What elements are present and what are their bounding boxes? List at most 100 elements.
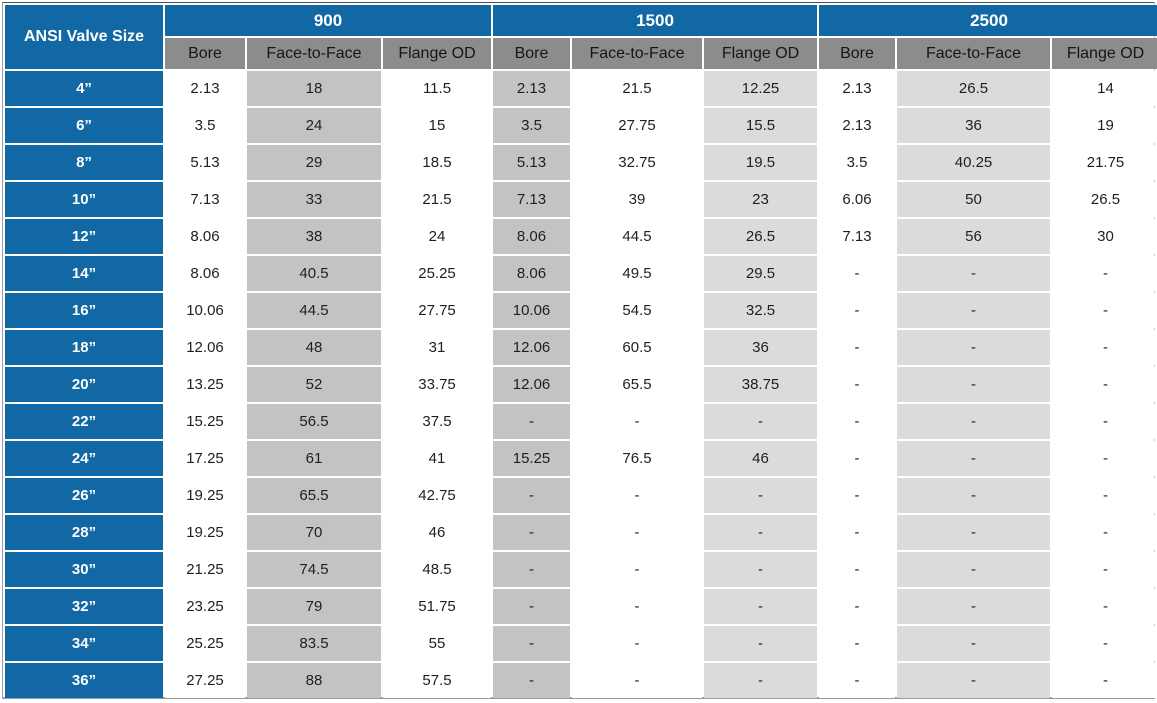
cell-value: - bbox=[572, 589, 703, 624]
table-row: 16” 10.06 44.5 27.75 10.06 54.5 32.5- - - bbox=[5, 293, 1157, 328]
cell-value: 36 bbox=[897, 108, 1051, 143]
cell-value: - bbox=[572, 404, 703, 439]
group-header-row: ANSI Valve Size 900 1500 2500 bbox=[5, 5, 1157, 69]
cell-value: - bbox=[897, 663, 1051, 698]
cell-value: 56.5 bbox=[247, 404, 381, 439]
cell-value: 33 bbox=[247, 182, 381, 217]
cell-value: 15.5 bbox=[704, 108, 818, 143]
row-header-valve-size: 24” bbox=[5, 441, 163, 476]
cell-value: - bbox=[897, 589, 1051, 624]
cell-value: - bbox=[819, 367, 896, 402]
table-row: 34” 25.25 83.5 55- - - - - - bbox=[5, 626, 1157, 661]
row-header-valve-size: 10” bbox=[5, 182, 163, 217]
cell-value: - bbox=[819, 256, 896, 291]
cell-value: 38.75 bbox=[704, 367, 818, 402]
row-header-valve-size: 8” bbox=[5, 145, 163, 180]
cell-value: - bbox=[897, 256, 1051, 291]
cell-value: - bbox=[572, 552, 703, 587]
cell-value: 65.5 bbox=[572, 367, 703, 402]
cell-value: 8.06 bbox=[493, 256, 571, 291]
cell-value: 36 bbox=[704, 330, 818, 365]
cell-value: 29.5 bbox=[704, 256, 818, 291]
cell-value: - bbox=[572, 663, 703, 698]
table-row: 18” 12.06 48 31 12.06 60.5 36- - - bbox=[5, 330, 1157, 365]
cell-value: 57.5 bbox=[383, 663, 492, 698]
cell-value: 12.06 bbox=[493, 330, 571, 365]
cell-value: 55 bbox=[383, 626, 492, 661]
cell-value: 56 bbox=[897, 219, 1051, 254]
row-header-valve-size: 32” bbox=[5, 589, 163, 624]
cell-value: 21.75 bbox=[1052, 145, 1157, 180]
cell-value: 46 bbox=[383, 515, 492, 550]
cell-value: 5.13 bbox=[493, 145, 571, 180]
cell-value: - bbox=[819, 441, 896, 476]
corner-header: ANSI Valve Size bbox=[5, 5, 163, 69]
table-row: 14” 8.06 40.5 25.25 8.06 49.5 29.5- - - bbox=[5, 256, 1157, 291]
cell-value: 23.25 bbox=[165, 589, 245, 624]
cell-value: - bbox=[1052, 441, 1157, 476]
cell-value: 49.5 bbox=[572, 256, 703, 291]
cell-value: 27.25 bbox=[165, 663, 245, 698]
cell-value: 51.75 bbox=[383, 589, 492, 624]
cell-value: 40.25 bbox=[897, 145, 1051, 180]
cell-value: 33.75 bbox=[383, 367, 492, 402]
cell-value: - bbox=[493, 515, 571, 550]
cell-value: 30 bbox=[1052, 219, 1157, 254]
cell-value: 7.13 bbox=[493, 182, 571, 217]
cell-value: 27.75 bbox=[383, 293, 492, 328]
cell-value: 18.5 bbox=[383, 145, 492, 180]
cell-value: 7.13 bbox=[165, 182, 245, 217]
row-header-valve-size: 6” bbox=[5, 108, 163, 143]
cell-value: 31 bbox=[383, 330, 492, 365]
table-row: 8” 5.13 29 18.5 5.13 32.75 19.5 3.5 40.25 21.75 bbox=[5, 145, 1157, 180]
cell-value: - bbox=[493, 589, 571, 624]
cell-value: 7.13 bbox=[819, 219, 896, 254]
group-header-900: 900 bbox=[165, 5, 492, 36]
cell-value: - bbox=[819, 404, 896, 439]
cell-value: 41 bbox=[383, 441, 492, 476]
cell-value: - bbox=[819, 663, 896, 698]
cell-value: 12.06 bbox=[493, 367, 571, 402]
cell-value: 2.13 bbox=[493, 71, 571, 106]
cell-value: 10.06 bbox=[165, 293, 245, 328]
cell-value: 24 bbox=[383, 219, 492, 254]
column-header-face-to-face: Face-to-Face bbox=[897, 38, 1051, 69]
cell-value: 19.5 bbox=[704, 145, 818, 180]
cell-value: 10.06 bbox=[493, 293, 571, 328]
row-header-valve-size: 20” bbox=[5, 367, 163, 402]
cell-value: 61 bbox=[247, 441, 381, 476]
cell-value: 2.13 bbox=[819, 108, 896, 143]
cell-value: 76.5 bbox=[572, 441, 703, 476]
cell-value: - bbox=[493, 552, 571, 587]
cell-value: - bbox=[704, 478, 818, 513]
cell-value: - bbox=[704, 663, 818, 698]
cell-value: - bbox=[897, 441, 1051, 476]
row-header-valve-size: 28” bbox=[5, 515, 163, 550]
row-header-valve-size: 34” bbox=[5, 626, 163, 661]
cell-value: 32.5 bbox=[704, 293, 818, 328]
cell-value: 3.5 bbox=[165, 108, 245, 143]
cell-value: - bbox=[819, 293, 896, 328]
cell-value: - bbox=[1052, 589, 1157, 624]
row-header-valve-size: 22” bbox=[5, 404, 163, 439]
cell-value: 60.5 bbox=[572, 330, 703, 365]
cell-value: 48.5 bbox=[383, 552, 492, 587]
cell-value: - bbox=[1052, 626, 1157, 661]
cell-value: 65.5 bbox=[247, 478, 381, 513]
cell-value: - bbox=[897, 404, 1051, 439]
row-header-valve-size: 26” bbox=[5, 478, 163, 513]
group-header-2500: 2500 bbox=[819, 5, 1157, 36]
cell-value: 38 bbox=[247, 219, 381, 254]
table-row: 22” 15.25 56.5 37.5- - - - - - bbox=[5, 404, 1157, 439]
table-row: 28” 19.25 70 46- - - - - - bbox=[5, 515, 1157, 550]
cell-value: 6.06 bbox=[819, 182, 896, 217]
cell-value: 42.75 bbox=[383, 478, 492, 513]
cell-value: 17.25 bbox=[165, 441, 245, 476]
cell-value: - bbox=[897, 515, 1051, 550]
column-header-row: Bore Face-to-Face Flange OD Bore Face-to-Fac… bbox=[5, 38, 1157, 69]
cell-value: 12.06 bbox=[165, 330, 245, 365]
cell-value: 2.13 bbox=[165, 71, 245, 106]
column-header-bore: Bore bbox=[819, 38, 896, 69]
cell-value: - bbox=[493, 626, 571, 661]
